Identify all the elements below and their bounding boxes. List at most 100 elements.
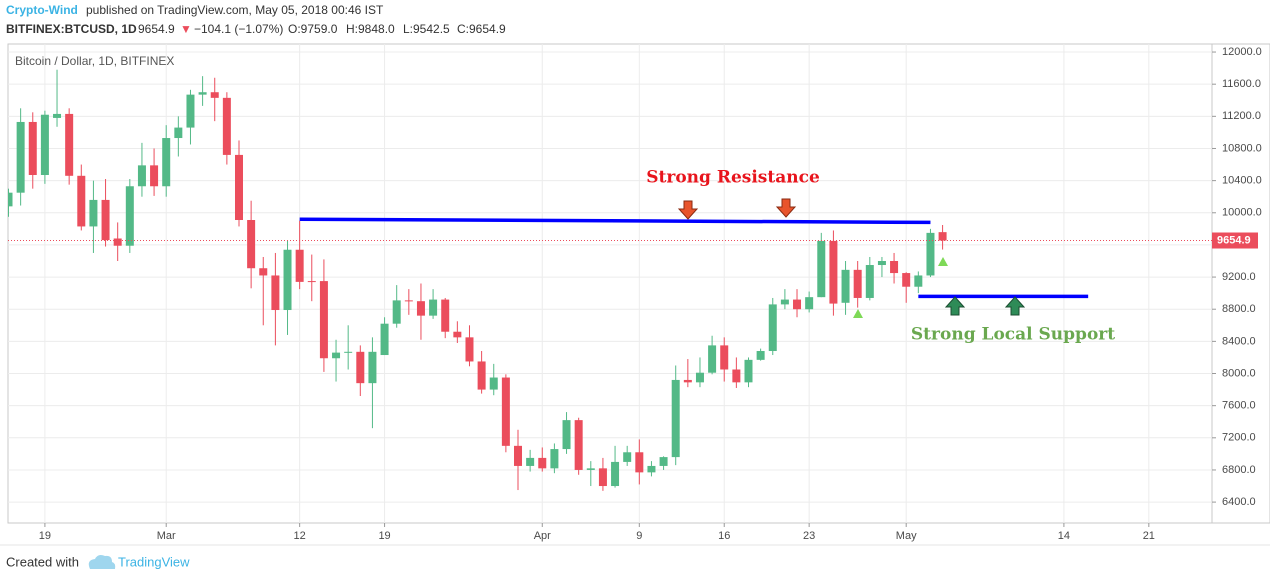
candle-body [234,154,243,221]
resistance-arrow [677,200,699,220]
y-tick-label: 12000.0 [1222,46,1262,58]
candle-body [829,240,838,304]
candle-body [174,127,183,139]
x-tick-label: 16 [718,530,730,542]
candle-body [708,345,717,373]
candle-body [344,351,353,353]
candle-body [526,457,535,466]
candle-body [647,465,656,473]
y-tick-label: 9200.0 [1222,271,1256,283]
candle-body [198,92,207,95]
author[interactable]: Crypto-Wind [6,3,78,17]
candle-body [16,121,25,193]
candle-body [40,114,49,176]
candle-body [404,300,413,302]
change: −104.1 (−1.07%) [194,22,283,36]
candle-body [477,361,486,390]
x-tick-label: 23 [803,530,815,542]
candle-body [416,301,425,316]
candle-body [319,281,328,359]
candle-body [113,238,122,246]
signal-marker [938,257,948,266]
candle-body [283,249,292,311]
y-tick-label: 6800.0 [1222,464,1256,476]
candle-body [611,461,620,487]
footer-brand[interactable]: TradingView [118,554,190,569]
candle-body [574,420,583,470]
candle-body [501,377,510,446]
candle-body [186,94,195,128]
x-tick-label: 9 [636,530,642,542]
candle-body [938,232,947,241]
candle-body [247,220,256,269]
candle-body [332,352,341,359]
candle-body [793,299,802,310]
candle-body [562,420,571,450]
candle-body [890,260,899,274]
candle-body [307,281,316,283]
y-tick-label: 7200.0 [1222,432,1256,444]
x-tick-label: 21 [1143,530,1155,542]
candle-body [865,265,874,298]
candle-body [441,299,450,332]
ohlc-high: H:9848.0 [346,22,395,36]
candle-body [598,468,607,487]
candle-body [295,249,304,282]
candle-body [453,331,462,338]
candle-body [259,268,268,276]
candle-body [635,452,644,473]
y-tick-label: 8400.0 [1222,335,1256,347]
candle-body [914,275,923,287]
last: 9654.9 [138,22,175,36]
candle-body [137,165,146,187]
ohlc-open: O:9759.0 [288,22,338,36]
candle-body [805,297,814,310]
candle-body [623,452,632,462]
last-price-label: 9654.9 [1217,234,1251,246]
y-tick-label: 8000.0 [1222,367,1256,379]
change-arrow: ▼ [180,22,192,36]
candle-body [550,449,559,469]
candle-body [683,379,692,383]
candle-body [28,121,37,176]
ohlc-close: C:9654.9 [457,22,506,36]
candle-body [89,199,98,227]
x-tick-label: 12 [294,530,306,542]
brand-logo [88,555,116,569]
y-tick-label: 8800.0 [1222,303,1256,315]
candle-body [210,92,219,98]
candle-body [465,337,474,362]
candle-body [380,323,389,356]
chart-title: Bitcoin / Dollar, 1D, BITFINEX [15,54,174,68]
candle-body [902,273,911,287]
y-tick-label: 10000.0 [1222,207,1262,219]
candle-body [150,165,159,187]
published: published on TradingView.com, May 05, 20… [86,3,384,17]
x-tick-label: Apr [534,530,551,542]
plot-area [7,43,1213,524]
x-tick-label: 14 [1058,530,1070,542]
candle-body [125,186,134,246]
symbol: BITFINEX:BTCUSD, 1D [6,22,137,36]
candle-body [489,377,498,390]
candle-body [222,97,231,155]
candle-body [780,299,789,305]
x-tick-label: 19 [378,530,390,542]
candle-body [53,113,62,118]
annotation: Strong Local Support [911,325,1115,345]
candle-body [77,175,86,227]
y-tick-label: 6400.0 [1222,496,1256,508]
candle-body [768,304,777,352]
candle-body [744,359,753,383]
candle-body [8,192,13,207]
x-tick-label: Mar [157,530,176,542]
candle-body [756,351,765,360]
y-tick-label: 10400.0 [1222,175,1262,187]
x-tick-label: May [896,530,917,542]
resistance-arrow [775,198,797,218]
candle-body [586,468,595,470]
candle-body [926,232,935,276]
candle-body [538,457,547,469]
candle-body [514,445,523,466]
